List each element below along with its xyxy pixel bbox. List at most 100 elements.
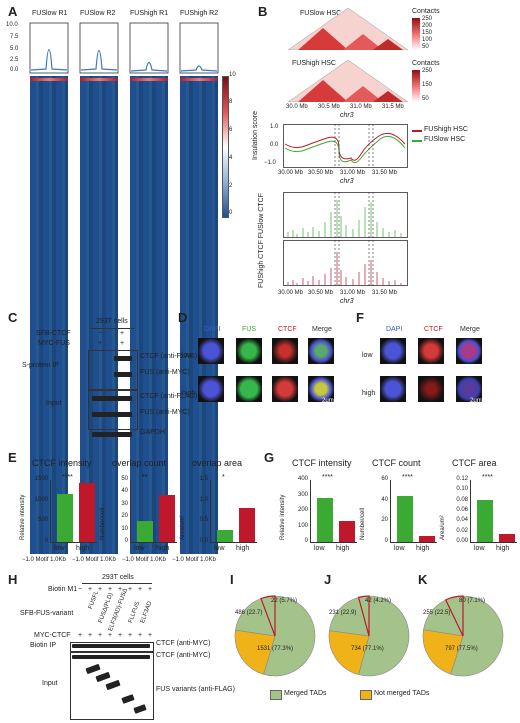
pie-slice-outline [444,595,464,637]
pie-slice [234,629,276,675]
bar-chart-ylabel: Number/cell [100,507,106,540]
chr-label: chr3 [340,298,354,305]
micro-merge [456,376,482,402]
blot-box-ip [70,642,154,652]
bar-chart-ytick: 0.06 [456,507,468,513]
y-tick: 10.0 [6,22,18,28]
pie-label: 797 (77.5%) [445,646,478,652]
bar-chart-title: CTCF intensity [32,458,92,468]
bar-chart-axis [470,480,517,543]
y-tick: 7.5 [10,34,19,40]
chr-label: chr3 [340,178,354,185]
pie-label: 255 (22.5) [423,610,451,616]
chip-xtick: 30.00 Mb [278,290,304,296]
bar [477,499,493,542]
colorbar-tick: 8 [229,99,233,105]
heatmap-fuslow-r2 [80,76,118,554]
blot-band [92,396,132,401]
pie-slice-outline [357,595,370,637]
significance-mark: ** [142,474,148,481]
panel-k-label: K [418,572,428,587]
row-label: SFB-CTCF [36,330,71,337]
profile-title: FUShigh R1 [130,10,169,17]
blot-label: FUS (anti-MYC) [140,369,190,376]
blot-band [114,372,132,377]
bar-chart-ytick: 500 [37,517,48,524]
panel-g-label: G [264,450,275,465]
sign: + [138,632,143,639]
pie-label: 1531 (77.3%) [257,646,294,652]
chip-xtick: 31.50 Mb [372,290,398,296]
bar [317,497,333,542]
bar-chart-category: high [236,545,250,552]
bar-chart-axis [130,480,177,543]
bar-chart-ytick: 40 [121,488,128,495]
blot-title: 293T cells [96,318,128,325]
bar-chart-ytick: 0 [44,538,48,544]
sign: + [88,632,93,639]
sign: + [88,586,93,593]
sign: + [78,632,83,639]
group-label: Input [46,400,62,407]
bar [397,495,413,542]
contacts-tick: 100 [422,37,433,43]
y-tick: 2.5 [10,57,19,63]
contacts-tick: 250 [422,68,433,74]
bar-chart-ytick: 0.10 [456,486,468,493]
bar [57,494,73,542]
bar-chart-ytick: 30 [121,500,128,507]
bar-chart-ytick: 0.04 [456,517,468,524]
row-label: MYC-CTCF [34,632,71,639]
micro-fus [236,376,262,402]
micro-dapi [380,338,406,364]
micro-ctcf [272,338,298,364]
group-label: Input [42,680,58,687]
micro-merge [456,338,482,364]
legend-label: Not merged TADs [374,690,430,697]
legend-swatch-merged [270,690,282,700]
bar-chart-category: high [416,545,430,552]
legend-label: FUShigh HSC [424,126,468,133]
bar-chart-title: CTCF area [452,458,497,468]
row-label: low [362,352,373,359]
colorbar-tick: 6 [229,127,233,133]
row-label: high [182,390,196,397]
bar-chart-ytick: 1500 [34,476,48,482]
micro-ctcf [418,376,444,402]
row-label: MYC-FUS [38,340,70,347]
panel-e-label: E [8,450,17,465]
variant-label: FUSFL [88,590,101,611]
contacts-tick: 50 [422,96,429,102]
ins-ytick: −1.0 [264,160,276,166]
ins-xtick: 31.00 Mb [340,170,366,176]
pie-chart [422,595,504,677]
pie-label: 22 (5.7%) [271,598,298,604]
heatmap-fushigh-r2 [180,76,218,554]
pie-chart [234,595,316,677]
contacts-tick: 250 [422,16,433,22]
bar-chart-ytick: 0.08 [456,496,468,503]
hic-map-high [288,60,408,102]
contacts-tick: 150 [422,82,433,88]
bar-chart-category: high [156,545,170,552]
micro-ctcf [418,338,444,364]
col-label: CTCF [424,326,443,333]
row-value: − [98,330,103,337]
colorbar-tick: 10 [229,72,236,78]
bar-chart-category: high [76,545,90,552]
row-value: + [120,340,125,347]
bar-chart-ylabel: Area/um² [440,515,446,540]
sign: + [118,586,123,593]
pie-label: 80 (7.1%) [459,598,486,604]
panel-i-label: I [230,572,234,587]
insulation-plot [283,124,408,168]
legend-label: Merged TADs [284,690,327,697]
legend-swatch-low [412,140,422,142]
bar-chart-ytick: 1.5 [199,476,208,482]
heatmap-fushigh-r1 [130,76,168,554]
x-tick: 30.0 Mb [286,104,308,110]
panel-b-label: B [258,4,268,19]
blot-label: CTCF (anti-FLAG) [140,353,198,360]
legend-swatch-not-merged [360,690,372,700]
title-underline [90,328,134,329]
